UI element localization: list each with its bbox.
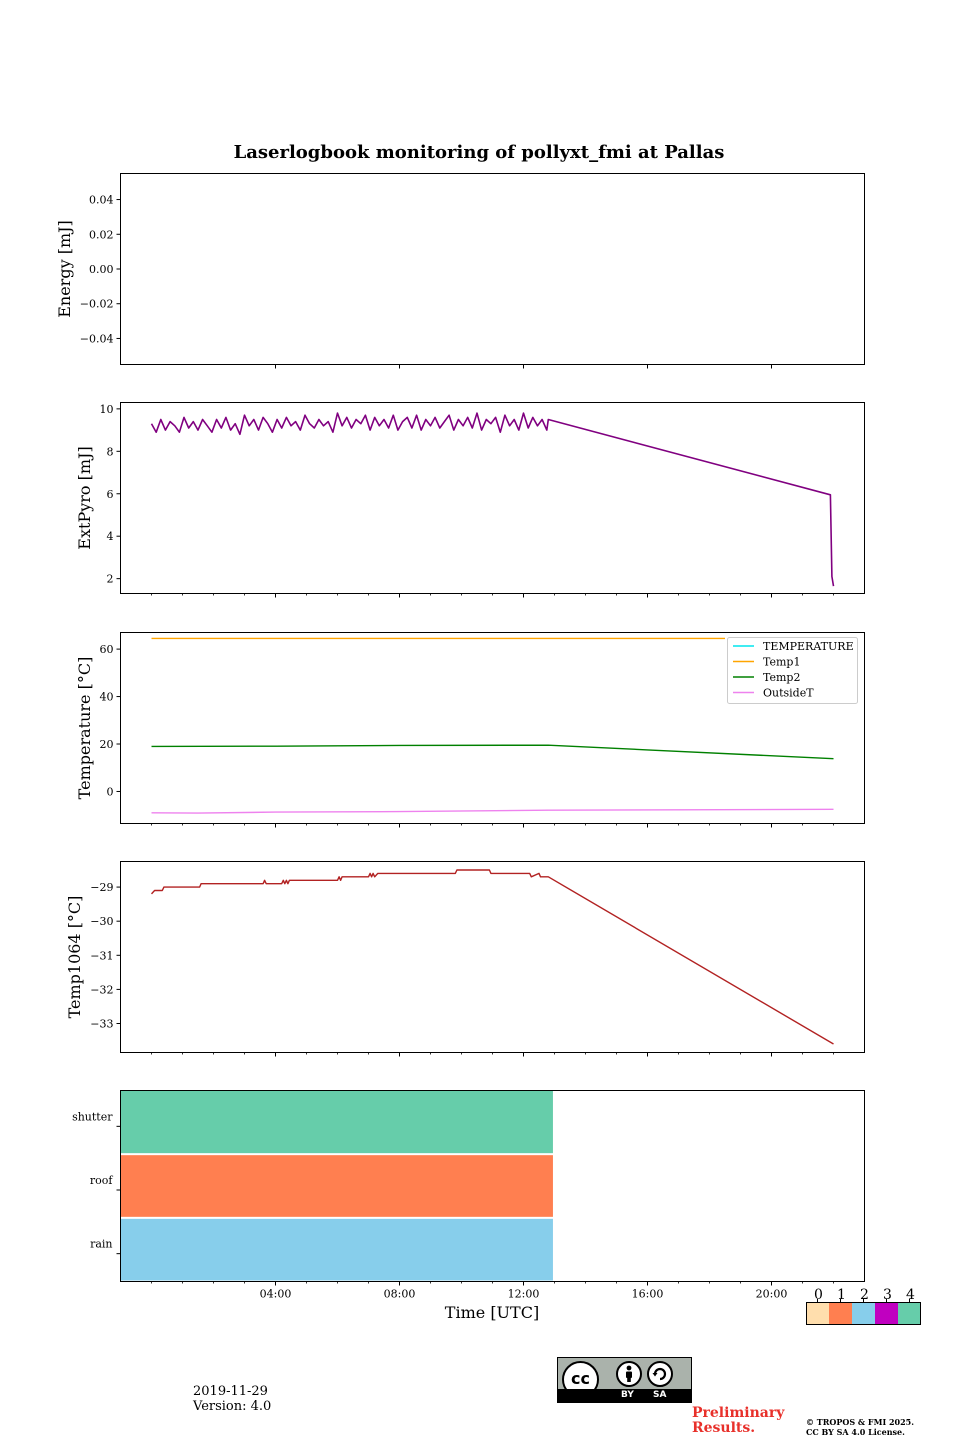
status-xlabel: Time [UTC]	[445, 1303, 539, 1322]
chart-title: Laserlogbook monitoring of pollyxt_fmi a…	[234, 142, 725, 163]
legend-label: OutsideT	[763, 687, 814, 700]
series-line-extpyro	[150, 412, 835, 587]
copyright-line-2: CC BY SA 4.0 License.	[806, 1427, 905, 1437]
cc-icon-text: cc	[571, 1369, 590, 1388]
status-cell-rain	[120, 1218, 553, 1281]
ytick-label: 8	[107, 445, 114, 458]
legend-label: TEMPERATURE	[763, 640, 854, 653]
ytick-label: 40	[100, 691, 114, 704]
sa-share-alike-icon	[647, 1361, 673, 1387]
ytick-label: 20	[100, 738, 114, 751]
extpyro-panel: 10 8 6 4 2 ExtPyro [mJ]	[75, 402, 865, 598]
ytick-label: −33	[90, 1018, 113, 1031]
temp1064-yticks: −29 −30 −31 −32 −33	[90, 881, 121, 1031]
temp1064-lines	[150, 869, 834, 1045]
colorbar-label-1: 1	[837, 1287, 846, 1303]
row-label-rain: rain	[90, 1238, 112, 1251]
temperature-panel: 60 40 20 0 TEMPERATURE Temp1 Temp2 OutsideT Te…	[75, 632, 865, 828]
row-label-shutter: shutter	[72, 1110, 113, 1123]
xtick-label: 16:00	[632, 1288, 664, 1301]
colorbar-swatch-0	[806, 1302, 829, 1325]
status-cell-shutter	[120, 1090, 553, 1154]
legend-label: Temp1	[763, 656, 800, 669]
colorbar-swatch-2	[852, 1302, 875, 1325]
colorbar-swatch-4	[898, 1302, 921, 1325]
series-line-temp2	[151, 744, 834, 760]
temp1064-ylabel: Temp1064 [°C]	[65, 896, 84, 1019]
cc-by-label: BY	[621, 1390, 634, 1400]
preliminary-results-note: Preliminary Results.	[692, 1405, 785, 1436]
status-cell-roof	[120, 1155, 553, 1217]
temperature-xticks	[151, 823, 834, 828]
xtick-label: 08:00	[384, 1288, 416, 1301]
energy-yticks: 0.04 0.02 0.00 −0.02 −0.04	[80, 194, 121, 345]
ytick-label: −29	[90, 881, 113, 894]
energy-ylabel: Energy [mJ]	[55, 220, 74, 318]
extpyro-yticks: 10 8 6 4 2	[100, 403, 121, 586]
temperature-lines	[151, 637, 834, 814]
status-cells	[120, 1090, 553, 1281]
status-xticks: 04:00 08:00 12:00 16:00 20:00	[151, 1281, 834, 1301]
temp1064-axes-frame	[120, 861, 865, 1053]
ytick-label: −31	[90, 949, 113, 962]
by-person-icon	[616, 1361, 642, 1387]
ytick-label: 10	[100, 403, 114, 416]
ytick-label: 0.02	[89, 228, 114, 241]
ytick-label: 60	[100, 643, 114, 656]
ytick-label: 2	[107, 573, 114, 586]
ytick-label: 0.04	[89, 194, 114, 207]
footer-version: Version: 4.0	[193, 1399, 272, 1414]
copyright-note: © TROPOS & FMI 2025. CC BY SA 4.0 Licens…	[806, 1417, 956, 1437]
extpyro-xticks	[151, 593, 834, 598]
status-row-labels: shutter roof rain	[72, 1110, 121, 1255]
colorbar-label-0: 0	[814, 1287, 823, 1303]
colorbar-swatch-3	[875, 1302, 898, 1325]
series-line-outsidet	[151, 808, 834, 814]
ytick-label: −0.04	[80, 332, 114, 345]
energy-panel: 0.04 0.02 0.00 −0.02 −0.04 Energy [mJ]	[55, 173, 865, 369]
status-panel: shutter roof rain 04:00 08:00 12:00 16:00 20:0…	[72, 1090, 865, 1322]
colorbar-label-2: 2	[860, 1287, 869, 1303]
ytick-label: −32	[90, 983, 113, 996]
legend-box	[727, 637, 858, 704]
ytick-label: −30	[90, 915, 113, 928]
xtick-label: 04:00	[260, 1288, 292, 1301]
footer-date: 2019-11-29	[193, 1384, 268, 1399]
series-line-temp1064	[150, 869, 834, 1045]
ytick-label: 6	[107, 488, 114, 501]
legend-label: Temp2	[763, 671, 800, 684]
colorbar-label-3: 3	[883, 1287, 892, 1303]
temp1064-xticks	[151, 1052, 834, 1057]
ytick-label: 0.00	[89, 263, 114, 276]
xtick-label: 12:00	[508, 1288, 540, 1301]
cc-license-band	[558, 1389, 691, 1402]
ytick-label: 4	[107, 530, 114, 543]
cc-license-badge[interactable]: cc BY SA	[557, 1357, 692, 1403]
colorbar-swatch-1	[829, 1302, 852, 1325]
extpyro-ylabel: ExtPyro [mJ]	[75, 446, 94, 549]
energy-xticks	[275, 364, 772, 369]
cc-sa-label: SA	[653, 1390, 667, 1400]
copyright-line-1: © TROPOS & FMI 2025.	[806, 1417, 915, 1427]
extpyro-axes-frame	[120, 402, 865, 594]
xtick-label: 20:00	[756, 1288, 788, 1301]
extpyro-lines	[150, 412, 835, 587]
colorbar-label-4: 4	[906, 1287, 915, 1303]
colorbar-frame	[806, 1302, 921, 1325]
row-label-roof: roof	[90, 1174, 114, 1187]
temperature-ylabel: Temperature [°C]	[75, 657, 94, 800]
ytick-label: 0	[107, 785, 114, 798]
ytick-label: −0.02	[80, 298, 114, 311]
energy-axes-frame	[120, 173, 865, 365]
temp1064-panel: −29 −30 −31 −32 −33 Temp1064 [°C]	[65, 861, 865, 1057]
temperature-legend: TEMPERATURE Temp1 Temp2 OutsideT	[727, 637, 858, 704]
temperature-yticks: 60 40 20 0	[100, 643, 121, 798]
